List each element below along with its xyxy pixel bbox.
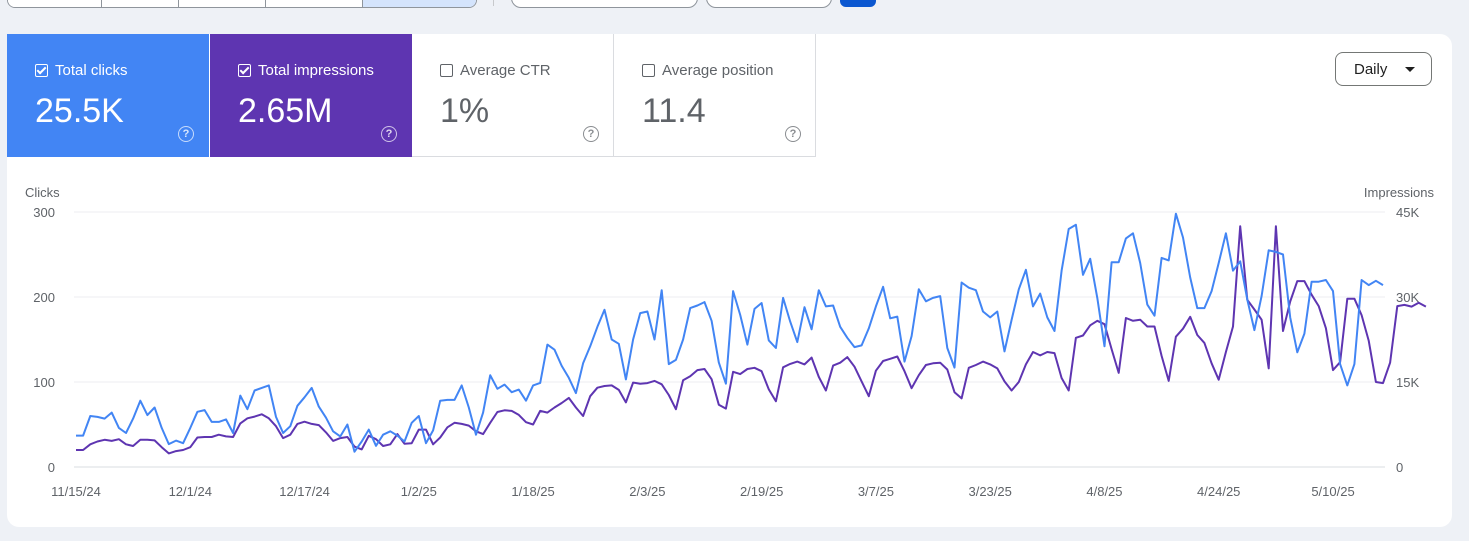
metric-value: 1% <box>440 92 490 130</box>
toolbar-divider <box>493 0 494 6</box>
x-tick-label: 1/2/25 <box>401 484 437 499</box>
metric-average-position[interactable]: Average position 11.4 ? <box>614 34 816 157</box>
metric-label-text: Average position <box>662 62 774 79</box>
checkbox-checked-icon[interactable] <box>35 64 48 77</box>
metric-value: 11.4 <box>642 92 706 130</box>
x-tick-label: 3/23/25 <box>968 484 1011 499</box>
checkbox-unchecked-icon[interactable] <box>440 64 453 77</box>
date-range-option[interactable] <box>266 0 363 7</box>
right-axis-title: Impressions <box>1364 185 1435 200</box>
metric-label: Total impressions <box>238 62 374 79</box>
filter-chip[interactable] <box>706 0 832 8</box>
metric-label-text: Average CTR <box>460 62 551 79</box>
x-tick-label: 3/7/25 <box>858 484 894 499</box>
x-tick-label: 12/1/24 <box>169 484 212 499</box>
top-toolbar <box>0 0 1469 8</box>
left-y-tick-label: 200 <box>33 290 55 305</box>
filter-chip[interactable] <box>511 0 698 8</box>
metric-label-text: Total clicks <box>55 62 128 79</box>
right-y-tick-label: 15K <box>1396 375 1419 390</box>
x-tick-label: 11/15/24 <box>51 484 101 499</box>
metric-value: 2.65M <box>238 92 333 130</box>
help-icon[interactable]: ? <box>785 126 801 142</box>
metric-total-impressions[interactable]: Total impressions 2.65M ? <box>210 34 412 157</box>
date-range-option-selected[interactable] <box>363 0 476 7</box>
right-y-tick-label: 45K <box>1396 205 1419 220</box>
metric-average-ctr[interactable]: Average CTR 1% ? <box>412 34 614 157</box>
checkbox-unchecked-icon[interactable] <box>642 64 655 77</box>
date-range-option[interactable] <box>8 0 102 7</box>
right-y-tick-label: 30K <box>1396 290 1419 305</box>
left-axis-title: Clicks <box>25 185 60 200</box>
performance-card: Total clicks 25.5K ? Total impressions 2… <box>7 34 1452 527</box>
metric-label: Total clicks <box>35 62 128 79</box>
checkbox-checked-icon[interactable] <box>238 64 251 77</box>
date-range-option[interactable] <box>102 0 179 7</box>
left-y-tick-label: 100 <box>33 375 55 390</box>
x-tick-label: 1/18/25 <box>511 484 554 499</box>
metric-label: Average position <box>642 62 773 79</box>
date-range-option[interactable] <box>179 0 266 7</box>
granularity-label: Daily <box>1354 60 1388 78</box>
x-tick-label: 4/24/25 <box>1197 484 1240 499</box>
help-icon[interactable]: ? <box>178 126 194 142</box>
x-tick-label: 4/8/25 <box>1086 484 1122 499</box>
help-icon[interactable]: ? <box>381 126 397 142</box>
metric-label-text: Total impressions <box>258 62 374 79</box>
apply-button[interactable] <box>840 0 876 7</box>
metric-total-clicks[interactable]: Total clicks 25.5K ? <box>7 34 209 157</box>
clicks-series-line <box>76 212 1384 453</box>
x-tick-label: 12/17/24 <box>279 484 330 499</box>
date-range-selector <box>7 0 477 8</box>
metric-label: Average CTR <box>440 62 551 79</box>
x-tick-label: 2/3/25 <box>629 484 665 499</box>
left-y-tick-label: 0 <box>48 460 55 475</box>
help-icon[interactable]: ? <box>583 126 599 142</box>
left-y-tick-label: 300 <box>33 205 55 220</box>
impressions-series-line <box>76 225 1427 455</box>
x-tick-label: 5/10/25 <box>1311 484 1354 499</box>
caret-down-icon <box>1405 67 1415 72</box>
x-tick-label: 2/19/25 <box>740 484 783 499</box>
granularity-dropdown[interactable]: Daily <box>1335 52 1432 86</box>
right-y-tick-label: 0 <box>1396 460 1403 475</box>
metric-value: 25.5K <box>35 92 124 130</box>
